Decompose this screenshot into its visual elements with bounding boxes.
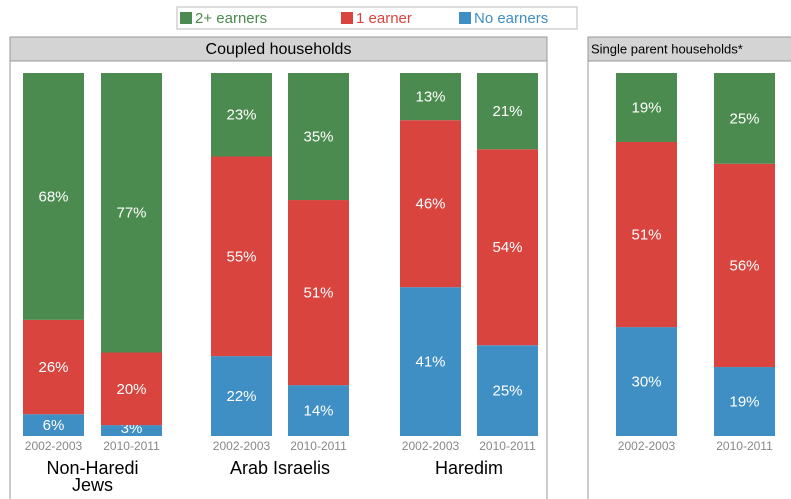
value-label: 26% — [38, 359, 68, 376]
value-label: 23% — [226, 107, 256, 124]
value-label: 30% — [631, 374, 661, 391]
x-tick-label: 2010-2011 — [103, 439, 160, 453]
value-label: 56% — [729, 257, 759, 274]
bar-segment — [211, 156, 272, 357]
bar-segment — [288, 385, 349, 436]
bar-segment — [616, 73, 677, 142]
panel-header — [9, 36, 548, 62]
group-label: Haredim — [434, 460, 504, 478]
value-label: 51% — [303, 285, 333, 302]
legend-label: No earners — [474, 10, 548, 27]
group-label: Arab Israelis — [229, 460, 331, 478]
bar-segment — [477, 149, 538, 346]
value-label: 13% — [415, 89, 445, 106]
bar-segment — [23, 414, 84, 436]
group-label: Non-Haredi Jews — [46, 460, 139, 495]
legend-swatch — [180, 12, 192, 24]
value-label: 22% — [226, 388, 256, 405]
value-label: 41% — [415, 354, 445, 371]
value-label: 68% — [38, 188, 68, 205]
bar-segment — [101, 73, 162, 353]
plot-area — [11, 62, 546, 436]
bar-segment — [288, 200, 349, 386]
bar-segment — [211, 73, 272, 157]
value-label: 14% — [303, 403, 333, 420]
x-tick-label: 2002-2003 — [618, 439, 676, 453]
x-tick-label: 2010-2011 — [290, 439, 347, 453]
legend-frame — [176, 6, 578, 30]
value-label: 55% — [226, 248, 256, 265]
value-label: 21% — [492, 103, 522, 120]
legend-swatch — [459, 12, 471, 24]
value-label: 35% — [303, 128, 333, 145]
panel-header — [587, 36, 791, 62]
legend-label: 1 earner — [356, 10, 412, 27]
panel-title: Single parent households* — [591, 41, 743, 56]
panel-title: Coupled households — [206, 41, 352, 58]
group-label-box: Haredim — [434, 460, 504, 478]
value-label: 25% — [492, 383, 522, 400]
value-label: 19% — [631, 99, 661, 116]
bar-segment — [101, 425, 162, 436]
bar-segment — [288, 73, 349, 201]
bar-segment — [616, 327, 677, 436]
bar-segment — [211, 356, 272, 436]
x-tick-label: 2002-2003 — [25, 439, 83, 453]
bar-segment — [714, 163, 775, 368]
legend-label: 2+ earners — [195, 10, 267, 27]
x-tick-label: 2010-2011 — [716, 439, 773, 453]
bar-segment — [477, 345, 538, 436]
value-label: 77% — [116, 205, 146, 222]
x-tick-label: 2010-2011 — [479, 439, 536, 453]
x-tick-label: 2002-2003 — [402, 439, 460, 453]
bar-segment — [714, 367, 775, 436]
bar-segment — [101, 352, 162, 426]
value-label: 20% — [116, 381, 146, 398]
value-label: 54% — [492, 239, 522, 256]
value-label: 25% — [729, 110, 759, 127]
group-label-box: Arab Israelis — [229, 460, 331, 478]
bar-segment — [23, 73, 84, 320]
bar-segment — [400, 73, 461, 121]
bar-segment — [23, 319, 84, 415]
bar-segment — [714, 73, 775, 164]
bar-segment — [400, 120, 461, 288]
value-label: 19% — [729, 393, 759, 410]
bar-segment — [616, 141, 677, 328]
group-label-box: Non-Haredi Jews — [46, 460, 139, 495]
x-tick-label: 2002-2003 — [213, 439, 271, 453]
legend-swatch — [341, 12, 353, 24]
bar-segment — [400, 287, 461, 436]
value-label: 6% — [43, 417, 65, 434]
value-label: 51% — [631, 227, 661, 244]
value-label: 46% — [415, 196, 445, 213]
bar-segment — [477, 73, 538, 150]
